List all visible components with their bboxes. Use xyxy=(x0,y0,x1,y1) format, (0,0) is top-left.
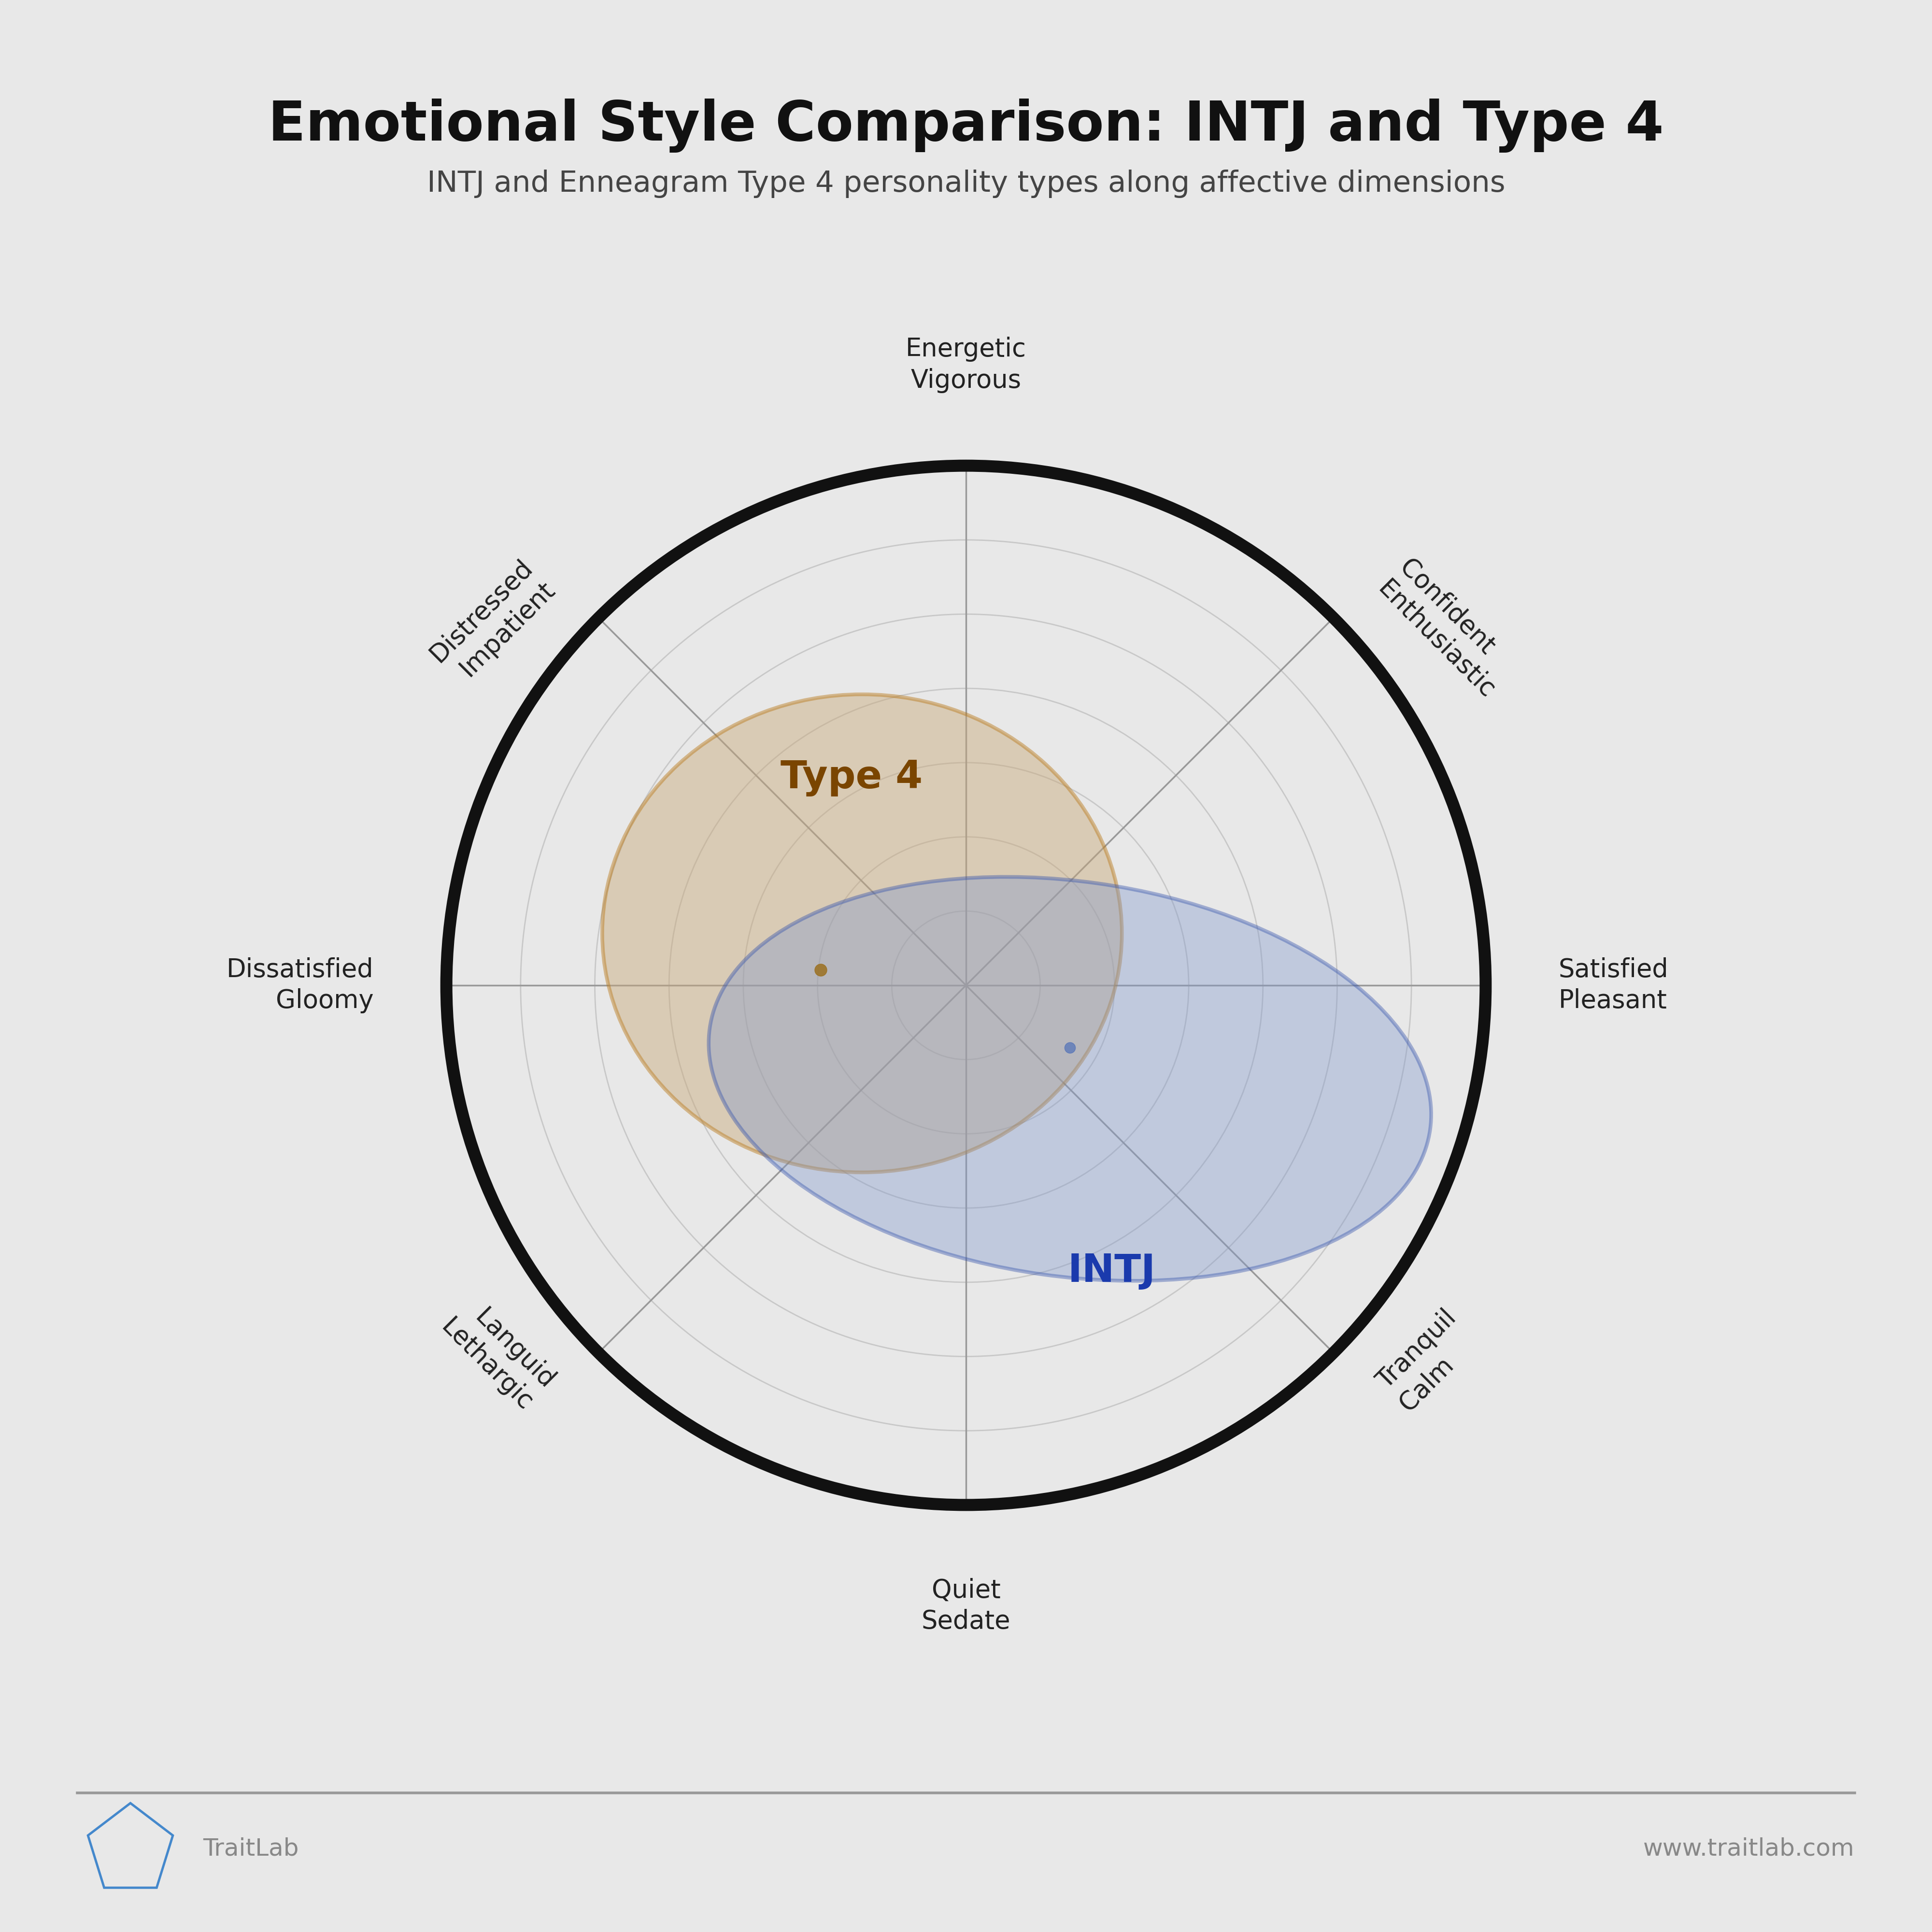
Text: TraitLab: TraitLab xyxy=(203,1837,299,1861)
Text: Distressed
Impatient: Distressed Impatient xyxy=(425,554,560,690)
Text: Confident
Enthusiastic: Confident Enthusiastic xyxy=(1372,554,1522,703)
Text: INTJ and Enneagram Type 4 personality types along affective dimensions: INTJ and Enneagram Type 4 personality ty… xyxy=(427,170,1505,197)
Text: INTJ: INTJ xyxy=(1068,1252,1155,1291)
Ellipse shape xyxy=(709,877,1432,1281)
Ellipse shape xyxy=(603,694,1122,1173)
Text: Languid
Lethargic: Languid Lethargic xyxy=(437,1293,560,1416)
Text: Energetic
Vigorous: Energetic Vigorous xyxy=(906,336,1026,392)
Text: Emotional Style Comparison: INTJ and Type 4: Emotional Style Comparison: INTJ and Typ… xyxy=(269,99,1663,153)
Text: Quiet
Sedate: Quiet Sedate xyxy=(922,1578,1010,1634)
Text: Tranquil
Calm: Tranquil Calm xyxy=(1372,1306,1484,1416)
Text: www.traitlab.com: www.traitlab.com xyxy=(1644,1837,1855,1861)
Text: Dissatisfied
Gloomy: Dissatisfied Gloomy xyxy=(226,956,373,1014)
Text: Type 4: Type 4 xyxy=(781,759,923,796)
Text: Satisfied
Pleasant: Satisfied Pleasant xyxy=(1559,956,1669,1014)
